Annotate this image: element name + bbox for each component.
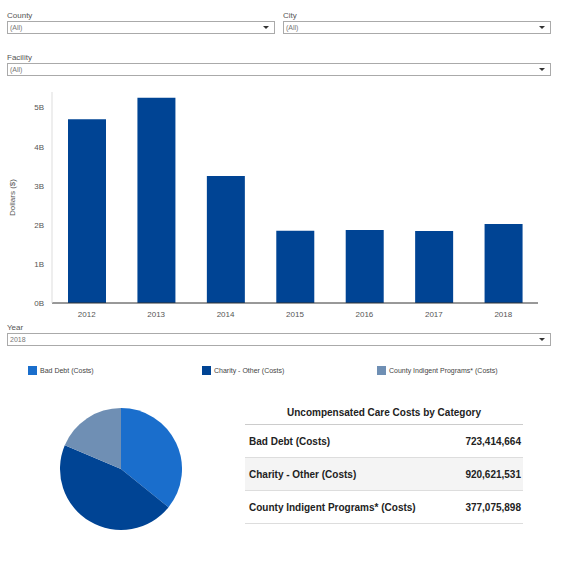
svg-text:Dollars ($): Dollars ($) [8,179,17,216]
svg-text:0B: 0B [34,299,44,308]
svg-text:2B: 2B [34,221,44,230]
html-text:(All): (All) [10,66,23,73]
svg-text:2017: 2017 [425,310,443,319]
svg-text:2016: 2016 [356,310,374,319]
html-text:Uncompensated Care Costs by Ca: Uncompensated Care Costs by Category [287,407,481,418]
html-text:(All): (All) [10,24,23,31]
html-text:Bad Debt (Costs): Bad Debt (Costs) [40,367,94,374]
html-text:Bad Debt (Costs): Bad Debt (Costs) [249,435,331,447]
svg-text:2018: 2018 [494,310,512,319]
html-text:920,621,531: 920,621,531 [465,468,521,480]
html-text:723,414,664: 723,414,664 [465,435,521,447]
html-text:(All): (All) [286,24,299,31]
html-text:Charity - Other (Costs): Charity - Other (Costs) [214,367,285,374]
svg-text:5B: 5B [34,103,44,112]
svg-text:2015: 2015 [286,310,304,319]
html-text:County Indigent Programs* (Cos: County Indigent Programs* (Costs) [249,501,416,513]
svg-text:2014: 2014 [217,310,235,319]
html-text:2018: 2018 [10,336,26,343]
html-text:377,075,898: 377,075,898 [465,501,521,513]
svg-text:4B: 4B [34,143,44,152]
svg-text:2012: 2012 [78,310,96,319]
svg-text:1B: 1B [34,260,44,269]
html-text:City: City [283,11,297,20]
html-text:Year: Year [7,323,24,332]
svg-text:2013: 2013 [147,310,165,319]
svg-text:3B: 3B [34,182,44,191]
html-text:Charity - Other (Costs): Charity - Other (Costs) [249,468,357,480]
html-text:County Indigent Programs* (Cos: County Indigent Programs* (Costs) [389,367,498,374]
html-text:Facility: Facility [7,53,32,62]
html-text:County: County [7,11,33,20]
